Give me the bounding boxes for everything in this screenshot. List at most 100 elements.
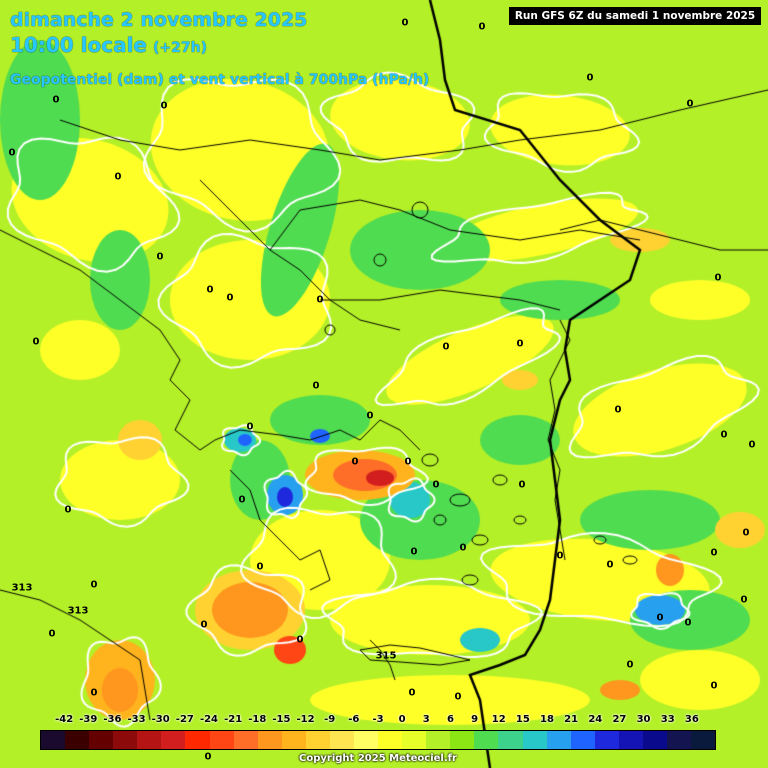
legend-tick: 12 <box>491 714 506 725</box>
zero-contour-label: 0 <box>556 550 564 562</box>
legend-swatch <box>642 731 668 749</box>
zero-contour-label: 0 <box>64 504 72 516</box>
legend-swatch <box>161 731 186 749</box>
zero-contour-label: 0 <box>206 284 214 296</box>
zero-contour-label: 0 <box>459 542 467 554</box>
forecast-time: 10:00 locale (+27h) <box>10 33 207 57</box>
legend-tick: -30 <box>151 714 170 725</box>
geopotential-label: 313 <box>11 582 33 594</box>
legend-tick: 21 <box>564 714 579 725</box>
zero-contour-label: 0 <box>606 559 614 571</box>
geopotential-label: 315 <box>375 650 397 662</box>
zero-contour-label: 0 <box>614 404 622 416</box>
zero-contour-label: 0 <box>740 594 748 606</box>
zero-contour-label: 0 <box>256 561 264 573</box>
zero-contour-label: 0 <box>8 147 16 159</box>
legend-swatch <box>41 731 66 749</box>
legend-tick: -39 <box>79 714 98 725</box>
zero-contour-label: 0 <box>516 338 524 350</box>
legend-tick: 15 <box>515 714 530 725</box>
legend-tick: -6 <box>348 714 360 725</box>
legend-tick: 27 <box>612 714 627 725</box>
zero-contour-label: 0 <box>454 691 462 703</box>
legend-swatch <box>329 731 355 749</box>
legend-colorbar <box>40 730 716 750</box>
color-legend: -42 -39 -36 -33 -30 -27 -24 -21 -18 -15 -12 -9 -6 -3 0… <box>40 712 716 768</box>
legend-swatch <box>691 731 716 749</box>
zero-contour-label: 0 <box>90 579 98 591</box>
legend-tick: -33 <box>127 714 146 725</box>
legend-tick: 24 <box>588 714 603 725</box>
zero-contour-label: 0 <box>686 98 694 110</box>
legend-tick: -18 <box>248 714 267 725</box>
zero-contour-label: 0 <box>246 421 254 433</box>
legend-tick: 36 <box>684 714 699 725</box>
copyright-text: Copyright 2025 Meteociel.fr <box>299 753 457 764</box>
legend-tick: -24 <box>199 714 219 725</box>
zero-contour-label: 0 <box>200 619 208 631</box>
legend-swatch <box>522 731 547 749</box>
zero-contour-label: 0 <box>296 634 304 646</box>
legend-tick: -42 <box>55 714 74 725</box>
zero-contour-label: 0 <box>404 456 412 468</box>
legend-tick: 18 <box>540 714 554 725</box>
legend-swatch <box>667 731 692 749</box>
zero-contour-label: 0 <box>160 100 168 112</box>
run-info-badge: Run GFS 6Z du samedi 1 novembre 2025 <box>509 7 761 25</box>
legend-tick: 3 <box>422 714 430 725</box>
legend-swatch <box>305 731 330 749</box>
zero-contour-label: 0 <box>408 687 416 699</box>
legend-swatch <box>281 731 306 749</box>
zero-contour-label: 0 <box>714 272 722 284</box>
legend-swatch <box>89 731 114 749</box>
parameter-title: Geopotentiel (dam) et vent vertical à 70… <box>10 72 430 88</box>
legend-tick: -21 <box>224 714 243 725</box>
zero-contour-label: 0 <box>748 439 756 451</box>
legend-tick: -27 <box>175 714 194 725</box>
zero-contour-label: 0 <box>626 659 634 671</box>
legend-tick: 9 <box>471 714 479 725</box>
zero-contour-label: 0 <box>204 751 212 763</box>
forecast-hours: (+27h) <box>153 40 207 56</box>
legend-tick: -36 <box>103 714 122 725</box>
zero-contour-label: 0 <box>410 546 418 558</box>
legend-swatch <box>137 731 162 749</box>
zero-contour-label: 0 <box>156 251 164 263</box>
legend-tick: -3 <box>372 714 384 725</box>
legend-tick: 33 <box>660 714 675 725</box>
zero-contour-label: 0 <box>52 94 60 106</box>
zero-contour-label: 0 <box>432 479 440 491</box>
zero-contour-label: 0 <box>742 527 750 539</box>
legend-swatch <box>570 731 595 749</box>
legend-swatch <box>426 731 451 749</box>
zero-contour-label: 0 <box>710 680 718 692</box>
forecast-date: dimanche 2 novembre 2025 <box>10 9 308 31</box>
legend-swatch <box>546 731 571 749</box>
forecast-time-text: 10:00 locale <box>10 33 147 57</box>
legend-swatch <box>209 731 234 749</box>
legend-swatch <box>402 731 427 749</box>
zero-contour-label: 0 <box>90 687 98 699</box>
legend-swatch <box>113 731 138 749</box>
zero-contour-label: 0 <box>226 292 234 304</box>
zero-contour-label: 0 <box>316 294 324 306</box>
zero-contour-label: 0 <box>351 456 359 468</box>
zero-contour-label: 0 <box>48 628 56 640</box>
legend-swatch <box>594 731 619 749</box>
legend-swatch <box>233 731 258 749</box>
legend-tick: -9 <box>324 714 336 725</box>
legend-swatch <box>185 731 210 749</box>
geopotential-label: 313 <box>67 605 89 617</box>
legend-swatch <box>474 731 499 749</box>
zero-contour-label: 0 <box>478 21 486 33</box>
zero-contour-label: 0 <box>586 72 594 84</box>
zero-contour-label: 0 <box>710 547 718 559</box>
legend-swatch <box>450 731 475 749</box>
legend-tick-labels: -42 -39 -36 -33 -30 -27 -24 -21 -18 -15 -12 -9 -6 -3 0… <box>40 712 716 730</box>
legend-swatch <box>65 731 90 749</box>
legend-swatch <box>378 731 403 749</box>
legend-swatch <box>618 731 643 749</box>
zero-contour-label: 0 <box>114 171 122 183</box>
zero-contour-label: 0 <box>656 612 664 624</box>
